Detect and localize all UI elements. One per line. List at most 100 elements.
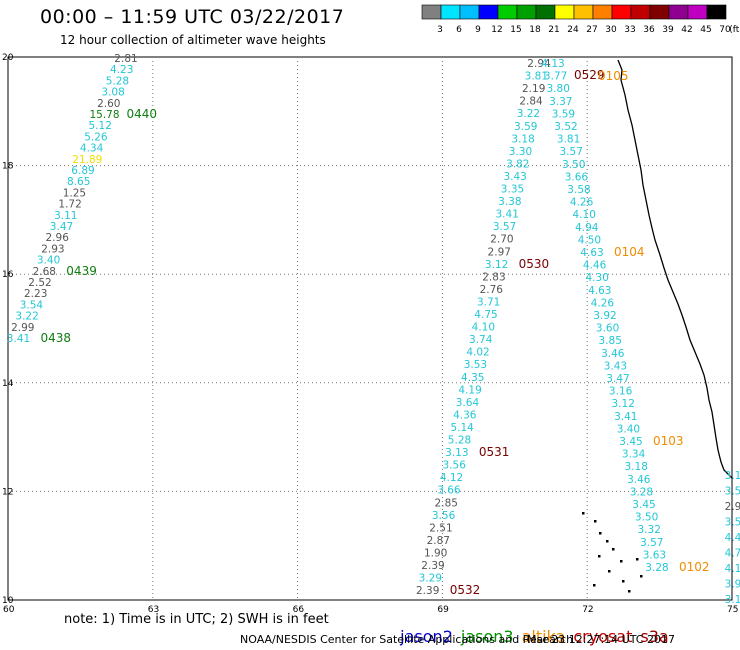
- swh-value: 3.81: [525, 71, 548, 83]
- map-title: 00:00 – 11:59 UTC 03/22/2017: [40, 6, 345, 28]
- sat-jason3: jason3: [460, 627, 514, 646]
- pass-time-label: 0102: [679, 560, 710, 574]
- swh-value: 3.60: [596, 323, 619, 335]
- swh-value: 3.56: [432, 510, 456, 522]
- swh-value: 3.41: [496, 209, 519, 221]
- lat-tick-label: 14: [2, 379, 14, 389]
- scale-label: 33: [624, 25, 635, 35]
- swh-value: 4.26: [570, 197, 594, 209]
- swh-value: 2.39: [416, 585, 439, 597]
- swh-value: 2.52: [28, 277, 51, 289]
- swh-value: 4.13: [541, 58, 564, 70]
- swh-value: 3.34: [622, 449, 646, 461]
- lon-tick-label: 63: [148, 605, 159, 615]
- swh-value: 4.94: [575, 222, 599, 234]
- map-subtitle: 12 hour collection of altimeter wave hei…: [60, 33, 326, 47]
- lat-tick-label: 20: [2, 53, 14, 63]
- pass-time-label: 0438: [41, 331, 72, 345]
- island-mark: [640, 575, 643, 578]
- island-mark: [582, 512, 585, 515]
- swh-value: 3.58: [567, 184, 590, 196]
- sat-altika: altika: [521, 627, 566, 646]
- swh-value: 3.16: [609, 386, 633, 398]
- pass-time-label: 0530: [519, 257, 550, 271]
- swh-value: 3.85: [599, 335, 622, 347]
- scale-swatch: [706, 4, 727, 20]
- swh-value: 15.78: [89, 109, 119, 121]
- swh-value: 3.50: [562, 159, 585, 171]
- swh-value: 2.94: [527, 58, 551, 70]
- swh-value: 4.02: [466, 347, 489, 359]
- island-mark: [636, 558, 639, 561]
- sat-cryosat: cryosat: [573, 627, 633, 646]
- map-frame: [7, 56, 733, 601]
- swh-value: 3.41: [7, 333, 30, 345]
- swh-value: 3.53: [464, 359, 487, 371]
- swh-value: 21.89: [72, 154, 102, 166]
- swh-value: 2.19: [522, 83, 545, 95]
- swh-value: 4.4: [725, 532, 740, 544]
- swh-value: 1.90: [424, 547, 447, 559]
- lon-tick-label: 75: [727, 605, 738, 615]
- scale-label: 6: [456, 25, 462, 35]
- swh-value: 3.47: [606, 373, 629, 385]
- swh-value: 4.7: [725, 548, 740, 560]
- swh-value: 5.28: [448, 435, 471, 447]
- scale-label: 15: [510, 25, 521, 35]
- pass-time-label: 0529: [574, 68, 605, 82]
- swh-value: 4.30: [586, 272, 609, 284]
- swh-value: 4.12: [440, 472, 463, 484]
- scale-label: 18: [529, 25, 541, 35]
- island-mark: [608, 570, 611, 573]
- swh-value: 2.70: [490, 234, 513, 246]
- pass-time-label: 0440: [127, 107, 158, 121]
- units-note: note: 1) Time is in UTC; 2) SWH is in fe…: [64, 612, 329, 627]
- swh-value: 4.23: [110, 64, 133, 76]
- swh-value: 3.57: [560, 146, 583, 158]
- swh-value: 3.57: [493, 221, 516, 233]
- swh-value: 3.45: [619, 436, 642, 448]
- swh-value: 3.11: [54, 210, 77, 222]
- pass-time-label: 0103: [653, 434, 684, 448]
- swh-value: 3.41: [614, 411, 637, 423]
- swh-value: 3.18: [511, 133, 534, 145]
- swh-value: 3.9: [725, 579, 740, 591]
- swh-value: 2.81: [114, 53, 137, 65]
- swh-value: 3.32: [638, 524, 661, 536]
- pass-time-label: 0439: [66, 264, 97, 278]
- island-mark: [593, 584, 596, 587]
- swh-value: 4.26: [591, 297, 615, 309]
- swh-value: 5.12: [89, 120, 112, 132]
- swh-value: 2.83: [482, 271, 505, 283]
- scale-label: 39: [662, 25, 674, 35]
- swh-value: 3.80: [547, 83, 570, 95]
- swh-value: 3.40: [37, 255, 60, 267]
- swh-value: 8.65: [67, 176, 90, 188]
- swh-value: 2.84: [519, 96, 543, 108]
- island-mark: [612, 548, 615, 551]
- swh-value: 3.38: [498, 196, 521, 208]
- swh-value: 3.71: [477, 296, 500, 308]
- scale-label: 70: [719, 25, 731, 35]
- swh-value: 2.9: [725, 501, 740, 513]
- swh-value: 4.63: [588, 285, 611, 297]
- pass-time-label: 0105: [598, 69, 629, 83]
- lon-tick-label: 69: [437, 605, 449, 615]
- scale-label: 36: [643, 25, 655, 35]
- swh-value: 3.28: [630, 486, 653, 498]
- island-mark: [606, 540, 609, 543]
- swh-value: 2.51: [429, 522, 452, 534]
- swh-value: 4.63: [580, 247, 603, 259]
- swh-value: 4.10: [472, 322, 495, 334]
- credit-line: NOAA/NESDIS Center for Satellite Applica…: [240, 633, 574, 646]
- swh-value: 3.57: [640, 537, 663, 549]
- swh-value: 3.82: [506, 158, 529, 170]
- swh-value: 3.47: [50, 221, 73, 233]
- swh-value: 5.28: [106, 75, 129, 87]
- generated-timestamp: Mar 23 12:27:14 UTC 2017: [527, 633, 675, 646]
- scale-label: (ft): [729, 25, 740, 35]
- swh-value: 1.25: [63, 187, 86, 199]
- swh-value: 3.12: [485, 259, 508, 271]
- swh-value: 5.14: [450, 422, 474, 434]
